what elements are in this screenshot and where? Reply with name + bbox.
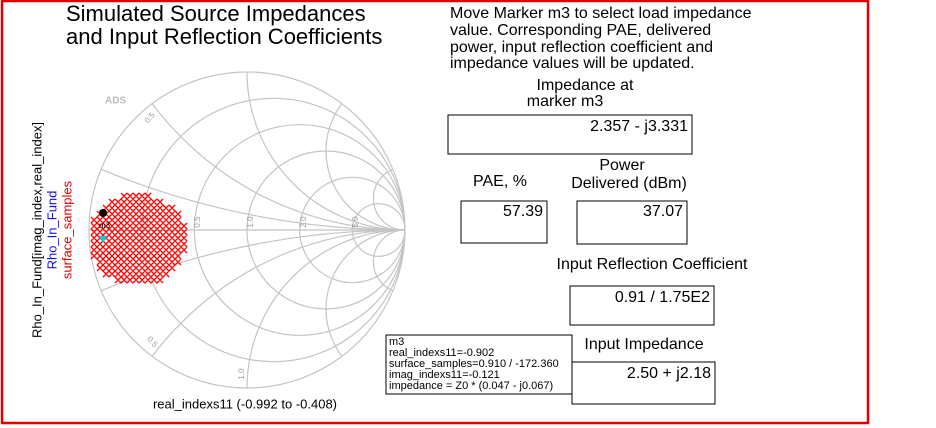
reactance-arc [325, 72, 405, 231]
instruction: impedance values will be updated. [450, 55, 695, 72]
marker-readout: impedance = Z0 * (0.047 - j0.067) [389, 380, 553, 392]
input-impedance-value: 2.50 + j2.18 [627, 365, 711, 382]
marker-label: m3 [99, 221, 111, 230]
y-axis-label: Rho_In_Fund[imag_index,real_index] [29, 122, 44, 338]
y-axis-label: surface_samples [59, 180, 74, 279]
power-label: Delivered (dBm) [571, 175, 687, 192]
sample-crosses [90, 192, 188, 284]
y-axis-label: Rho_In_Fund [44, 191, 59, 270]
grid-label: 2.0 [299, 216, 308, 228]
grid-label: 1.0 [237, 368, 246, 380]
reactance-arc [325, 229, 405, 388]
impedance-label: Impedance at [537, 77, 635, 94]
power-box [576, 200, 688, 245]
impedance-box [447, 114, 693, 155]
title: and Input Reflection Coefficients [66, 24, 382, 49]
marker-readout: imag_indexs11=-0.121 [389, 369, 500, 381]
grid-label: 5.0 [351, 216, 360, 228]
marker-readout: m3 [389, 336, 404, 348]
input-impedance-label: Input Impedance [584, 336, 703, 353]
grid-label: 0.5 [193, 216, 202, 228]
instruction: power, input reflection coefficient and [450, 39, 713, 56]
title: Simulated Source Impedances [66, 1, 366, 26]
pae-value: 57.39 [503, 203, 543, 220]
sample-cloud [90, 192, 188, 284]
grid-label: 1.0 [246, 216, 255, 228]
reflection-label: Input Reflection Coefficient [557, 256, 748, 273]
x-axis-label: real_indexs11 (-0.992 to -0.408) [153, 396, 337, 411]
watermark: ADS [105, 96, 126, 107]
frame [0, 0, 870, 425]
power-value: 37.07 [643, 203, 683, 220]
grid-label: 0.5 [145, 335, 159, 350]
impedance-label: marker m3 [527, 93, 604, 110]
marker-readout: surface_samples=0.910 / -172.360 [389, 358, 559, 370]
grid-label: 0.5 [143, 110, 157, 125]
marker-readout: real_indexs11=-0.902 [389, 347, 494, 359]
input-impedance-box [571, 361, 716, 405]
marker [99, 209, 107, 217]
power-label: Power [599, 157, 645, 174]
reflection-value: 0.91 / 1.75E2 [615, 289, 710, 306]
reflection-box [569, 285, 715, 326]
marker-readout-box [385, 334, 573, 395]
instruction: Move Marker m3 to select load impedance [450, 5, 752, 22]
instruction: value. Corresponding PAE, delivered [450, 22, 711, 39]
pae-box [460, 200, 548, 244]
reflection-point [99, 236, 107, 243]
pae-label: PAE, % [473, 173, 527, 190]
impedance-value: 2.357 - j3.331 [590, 118, 688, 135]
